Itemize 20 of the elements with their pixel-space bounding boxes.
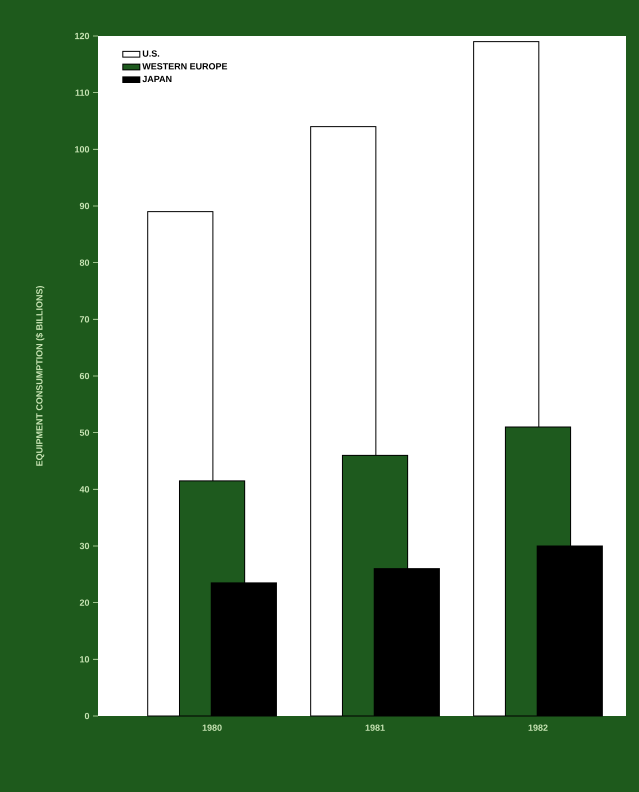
y-tick-label: 80 <box>80 259 90 266</box>
y-tick-label: 110 <box>76 89 90 96</box>
y-tick-label: 30 <box>80 542 90 550</box>
y-tick-label: 10 <box>80 656 90 663</box>
y-tick-label: 100 <box>75 146 90 153</box>
legend-label: JAPAN <box>142 76 172 82</box>
y-tick-label: 40 <box>80 486 90 493</box>
legend-label: U.S. <box>142 50 160 57</box>
legend-label: WESTERN EUROPE <box>142 63 228 70</box>
y-tick-label: 70 <box>80 316 90 323</box>
y-tick-label: 60 <box>80 372 90 380</box>
y-tick-label: 20 <box>80 599 90 606</box>
y-axis-title: EQUIPMENT CONSUMPTION ($ BILLIONS) <box>36 286 44 466</box>
y-tick-label: 50 <box>80 429 90 436</box>
x-tick-label: 1982 <box>528 724 548 731</box>
x-tick-label: 1981 <box>366 724 385 731</box>
y-tick-label: 0 <box>84 712 90 720</box>
x-tick-label: 1980 <box>202 724 222 731</box>
y-tick-label: 120 <box>75 32 90 40</box>
y-tick-label: 90 <box>80 202 90 210</box>
